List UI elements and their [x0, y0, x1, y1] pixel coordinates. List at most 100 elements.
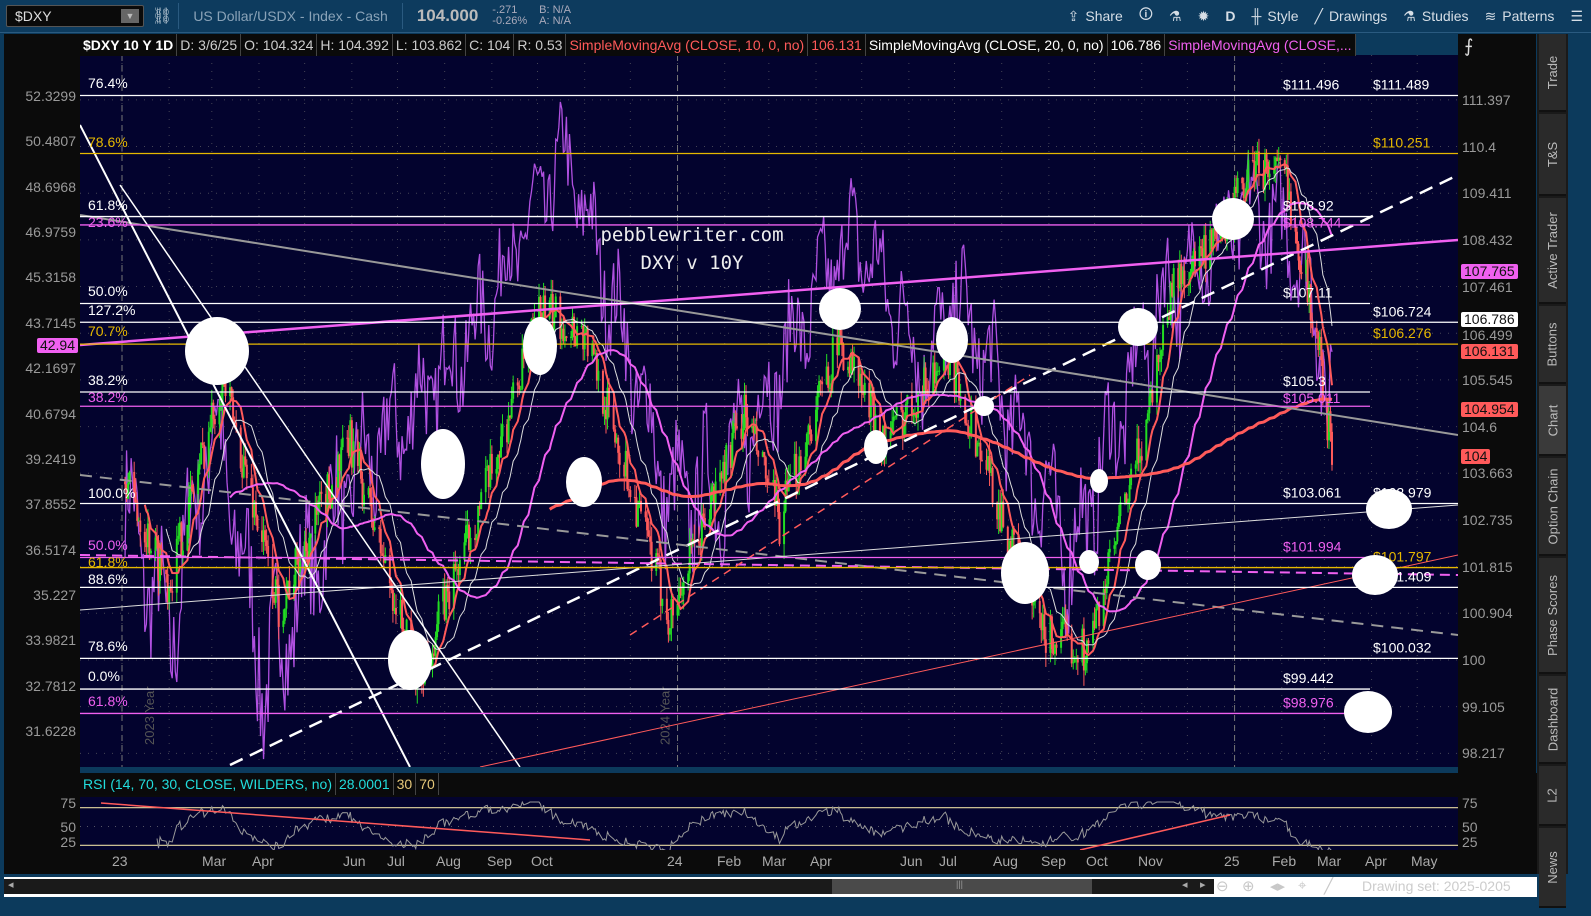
highlight-oval [974, 396, 994, 416]
year-label: 2024 Year [658, 686, 673, 745]
candle-body [626, 450, 629, 490]
sidebar-tab-dashboard[interactable]: Dashboard [1539, 676, 1566, 764]
candle-body [480, 492, 483, 510]
studies-button[interactable]: ⚗ Studies [1395, 0, 1476, 33]
candle-body [468, 524, 471, 550]
ten-year-tick: 46.9759 [25, 224, 76, 241]
sma10-label[interactable]: SimpleMovingAvg (CLOSE, 10, 0, no) [566, 34, 809, 56]
sidebar-tab-trade[interactable]: Trade [1539, 34, 1566, 112]
flask-button[interactable]: ⚗ [1161, 0, 1190, 33]
price-tick: 104.6 [1462, 418, 1498, 435]
candle-body [277, 584, 280, 627]
pan-icon[interactable]: ◂▸ [1270, 878, 1286, 895]
sidebar-tab-phase-scores[interactable]: Phase Scores [1539, 558, 1566, 674]
candle-body [484, 467, 487, 493]
time-axis[interactable]: 23 Mar Apr Jun Jul Aug Sep Oct 24 Feb Mar Apr Jun Jul… [4, 850, 1537, 874]
candle-body [550, 294, 553, 301]
candle-body [1244, 194, 1247, 199]
candle-body [956, 357, 959, 373]
candle-body [340, 447, 343, 471]
candle-body [720, 472, 723, 479]
drawing-set[interactable]: Drawing set: 2025-0205 [1362, 878, 1511, 894]
flask-icon: ⚗ [1169, 7, 1182, 24]
candle-body [469, 537, 472, 550]
highlight-oval [566, 457, 602, 507]
candle-body [401, 599, 404, 630]
sidebar-tab-option-chain[interactable]: Option Chain [1539, 458, 1566, 556]
rsi-label[interactable]: RSI (14, 70, 30, CLOSE, WILDERS, no) [80, 773, 336, 795]
settings-button[interactable]: ✹ [1190, 0, 1218, 33]
scrollbar-thumb[interactable]: ||| [832, 879, 1092, 894]
zoom-in-icon[interactable]: ⊕ [1242, 878, 1255, 895]
style-button[interactable]: ╫ Style [1243, 0, 1306, 33]
candle-body [180, 522, 183, 557]
candle-body [372, 520, 375, 531]
sidebar-tab-l2[interactable]: L2 [1539, 766, 1566, 826]
highlight-oval [388, 630, 432, 690]
sma3-label[interactable]: SimpleMovingAvg (CLOSE,... [1165, 34, 1356, 56]
candle-body [678, 586, 681, 604]
candle-body [1064, 618, 1067, 628]
candle-body [1172, 268, 1175, 297]
ten-year-tick: 32.7812 [25, 677, 76, 694]
candle-body [1139, 456, 1142, 463]
candle-body [1215, 229, 1218, 239]
sidebar-tab-t-s[interactable]: T&S [1539, 114, 1566, 196]
candle-body [181, 550, 184, 557]
zoom-out-icon[interactable]: ⊖ [1216, 878, 1229, 895]
period-button[interactable]: D [1217, 0, 1243, 33]
time-tick: Oct [531, 853, 553, 869]
right-price-axis[interactable]: 111.397 110.4 109.411 108.432 107.461 106.499… [1458, 34, 1536, 774]
candle-body [1311, 319, 1314, 329]
candle-body [816, 391, 819, 410]
price-chart[interactable]: 2023 Year 2024 Year $111.496 $108.92$108.74… [80, 55, 1458, 767]
candle-body [1113, 545, 1116, 549]
candle-body [819, 381, 822, 383]
sma20-label[interactable]: SimpleMovingAvg (CLOSE, 20, 0, no) [866, 34, 1108, 56]
candle-body [250, 478, 253, 488]
patterns-button[interactable]: ≋ Patterns [1477, 0, 1563, 33]
candle-body [915, 414, 918, 418]
candle-body [615, 437, 618, 443]
candle-body [1171, 282, 1174, 297]
candle-body [433, 653, 436, 656]
price-tick: 100 [1462, 652, 1486, 668]
scroll-left-icon[interactable]: ◂ [8, 879, 14, 891]
candle-body [317, 500, 320, 515]
crosshair-icon[interactable]: ⌖ [1298, 877, 1307, 894]
menu-button[interactable]: ☰ [1562, 0, 1591, 33]
left-price-axis[interactable]: 52.3299 50.4807 48.6968 46.9759 45.3158 43.71… [0, 34, 80, 774]
drawing-tool-icon[interactable]: ╱ [1324, 878, 1334, 895]
sidebar-tab-chart[interactable]: Chart [1539, 386, 1566, 456]
chart-background [80, 55, 1458, 767]
candle-body [1114, 541, 1117, 546]
rsi-left-axis: 75 50 25 [4, 796, 80, 850]
share-button[interactable]: ⇪ Share [1060, 0, 1131, 33]
scroll-right-icon[interactable]: ▸ [1200, 879, 1206, 891]
sidebar-tab-active-trader[interactable]: Active Trader [1539, 198, 1566, 304]
drawings-button[interactable]: ╱ Drawings [1307, 0, 1396, 33]
candle-body [904, 403, 907, 424]
candle-body [827, 366, 830, 388]
link-icon[interactable]: ⛓ [152, 8, 173, 25]
candle-body [967, 425, 970, 437]
candle-body [735, 426, 738, 429]
scroll-left-icon[interactable]: ◂ [1182, 879, 1188, 891]
study-icon[interactable]: ⨍ [1464, 36, 1474, 56]
rsi-chart[interactable] [80, 797, 1458, 850]
candle-body [850, 352, 853, 374]
candle-body [863, 382, 866, 395]
candle-body [935, 371, 938, 384]
candle-body [1061, 621, 1064, 630]
sidebar-tab-buttons[interactable]: Buttons [1539, 306, 1566, 384]
candle-body [288, 580, 291, 597]
toolbar: $DXY ▼ ⛓ US Dollar/USDX - Index - Cash 10… [0, 0, 1591, 33]
candle-body [700, 513, 703, 548]
fib-label: 23.6% [88, 214, 128, 230]
candle-body [697, 540, 700, 544]
info-button[interactable]: 🛈 [1131, 0, 1161, 33]
sidebar-tab-news[interactable]: News [1539, 828, 1566, 908]
candle-body [509, 415, 512, 418]
candle-body [569, 336, 572, 338]
symbol-selector[interactable]: $DXY ▼ [6, 5, 144, 27]
